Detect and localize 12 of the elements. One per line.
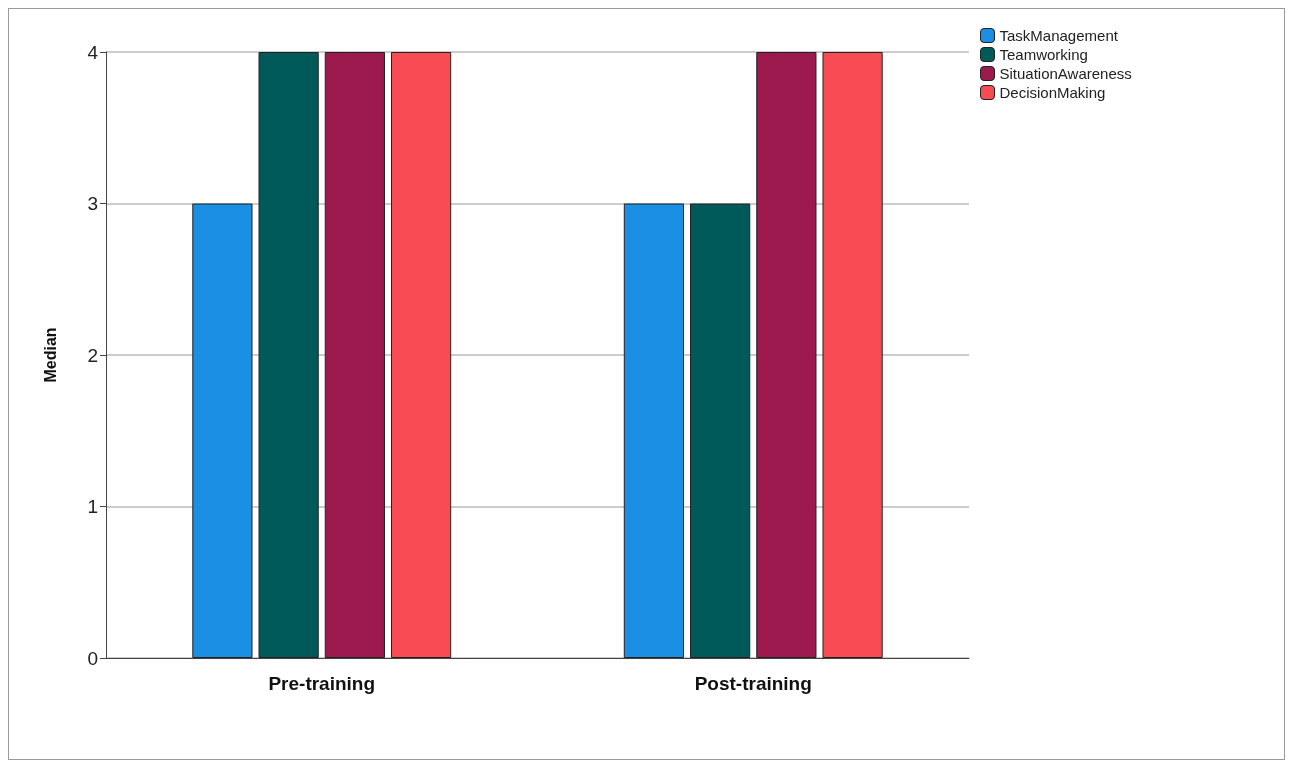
y-tick-label: 3	[87, 193, 98, 214]
legend-label: TaskManagement	[999, 27, 1119, 44]
legend-label: SituationAwareness	[999, 65, 1132, 82]
y-tick-label: 0	[87, 647, 98, 669]
y-tick-label: 4	[87, 41, 99, 63]
y-tick-label: 1	[87, 496, 98, 517]
legend-label: Teamworking	[999, 46, 1088, 63]
y-tick-label: 2	[87, 344, 98, 366]
x-tick-label: Post-training	[694, 673, 812, 694]
x-tick-label: Pre-training	[268, 673, 376, 694]
y-axis-title: Median	[41, 327, 59, 383]
legend-label: DecisionMaking	[999, 84, 1106, 101]
